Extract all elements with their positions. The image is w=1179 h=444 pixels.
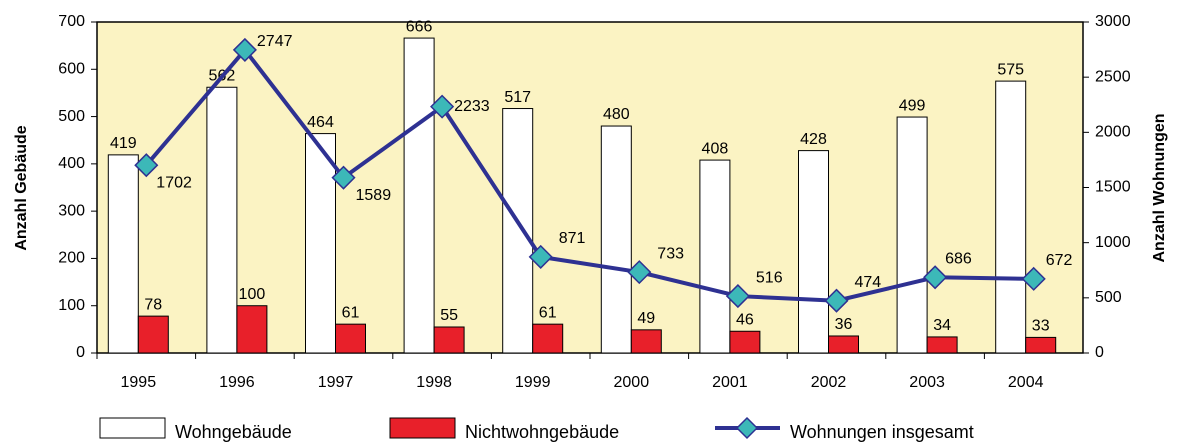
bar: [502, 108, 534, 354]
line: [144, 46, 1034, 303]
bar: [699, 159, 731, 354]
bar: [107, 154, 139, 354]
x-tick-label: 1999: [515, 374, 551, 391]
line-marker: [923, 265, 948, 290]
x-tick-label: 2001: [712, 374, 748, 391]
line-value-label: 871: [559, 230, 586, 247]
x-tick-label: 1996: [219, 374, 255, 391]
y2-tick-label: 1500: [1095, 179, 1131, 196]
y2-tick-label: 3000: [1095, 13, 1131, 30]
y-tick-label: 200: [58, 250, 85, 267]
bar-value-label: 49: [637, 310, 655, 327]
bar-value-label: 100: [239, 286, 266, 303]
bar-value-label: 61: [342, 304, 360, 321]
bar: [1025, 336, 1057, 354]
bar-value-label: 55: [440, 307, 458, 324]
y-tick-label: 700: [58, 13, 85, 30]
x-tick-label: 2004: [1008, 374, 1044, 391]
y2-tick-label: 2000: [1095, 124, 1131, 141]
bar: [137, 315, 169, 354]
bar-value-label: 517: [504, 89, 531, 106]
bar-value-label: 36: [835, 316, 853, 333]
legend-marker: [735, 416, 759, 440]
y-tick-label: 0: [76, 344, 85, 361]
line-value-label: 1589: [356, 187, 392, 204]
x-tick-label: 2003: [909, 374, 945, 391]
bar: [828, 335, 859, 354]
x-tick-label: 1997: [318, 374, 354, 391]
line-value-label: 1702: [156, 174, 192, 191]
y-tick-label: 600: [58, 61, 85, 78]
y2-tick-label: 2500: [1095, 68, 1131, 85]
x-tick-label: 1995: [121, 374, 157, 391]
line-marker: [725, 284, 750, 309]
line-value-label: 686: [945, 251, 972, 268]
bar-value-label: 666: [406, 18, 433, 35]
y-axis-title: Anzahl Gebäude: [13, 125, 30, 250]
y-tick-label: 500: [58, 108, 85, 125]
legend-swatch: [99, 417, 166, 439]
bar: [236, 305, 268, 354]
bar: [532, 323, 564, 354]
bar-value-label: 61: [539, 304, 557, 321]
line-marker: [331, 165, 356, 190]
bar-value-label: 78: [144, 296, 162, 313]
bar: [600, 125, 632, 354]
y-tick-label: 100: [58, 297, 85, 314]
bar: [206, 86, 238, 354]
x-tick-label: 2000: [614, 374, 650, 391]
bar: [630, 329, 662, 354]
legend-label: Nichtwohngebäude: [465, 422, 619, 442]
y2-tick-label: 0: [1095, 344, 1104, 361]
bar: [403, 37, 435, 354]
line-marker: [528, 244, 553, 269]
plot-area: [96, 21, 1084, 354]
line-marker: [134, 153, 159, 178]
bar-value-label: 34: [933, 317, 951, 334]
y-tick-label: 300: [58, 202, 85, 219]
line-value-label: 474: [855, 274, 882, 291]
line-marker: [232, 37, 257, 62]
bar: [896, 116, 928, 354]
bar-value-label: 428: [800, 131, 827, 148]
bar-value-label: 575: [997, 61, 1024, 78]
y-tick-label: 400: [58, 155, 85, 172]
bar-value-label: 419: [110, 135, 137, 152]
bar: [729, 330, 761, 354]
bar-value-label: 33: [1032, 318, 1050, 335]
bar-value-label: 480: [603, 106, 630, 123]
bar: [305, 133, 336, 354]
legend-label: Wohnungen insgesamt: [790, 422, 974, 442]
y2-axis-title: Anzahl Wohnungen: [1151, 113, 1168, 262]
bar: [433, 326, 465, 354]
line-value-label: 2747: [257, 33, 293, 50]
line-value-label: 733: [657, 245, 684, 262]
bar: [995, 80, 1027, 354]
line-marker: [627, 260, 652, 285]
line-marker: [430, 94, 455, 119]
bar-value-label: 46: [736, 311, 754, 328]
line-marker: [1021, 266, 1046, 291]
x-tick-label: 2002: [811, 374, 847, 391]
line-value-label: 516: [756, 269, 783, 286]
legend-swatch: [389, 417, 456, 439]
bar: [798, 150, 829, 354]
legend-label: Wohngebäude: [175, 422, 292, 442]
y2-tick-label: 500: [1095, 289, 1122, 306]
line-marker: [824, 288, 849, 313]
bar-value-label: 464: [307, 114, 334, 131]
bar-value-label: 408: [702, 140, 729, 157]
x-tick-label: 1998: [416, 374, 452, 391]
bar: [926, 336, 958, 354]
bar: [335, 323, 366, 354]
y2-tick-label: 1000: [1095, 234, 1131, 251]
bar-value-label: 499: [899, 97, 926, 114]
line-value-label: 2233: [454, 98, 490, 115]
line-value-label: 672: [1046, 252, 1073, 269]
